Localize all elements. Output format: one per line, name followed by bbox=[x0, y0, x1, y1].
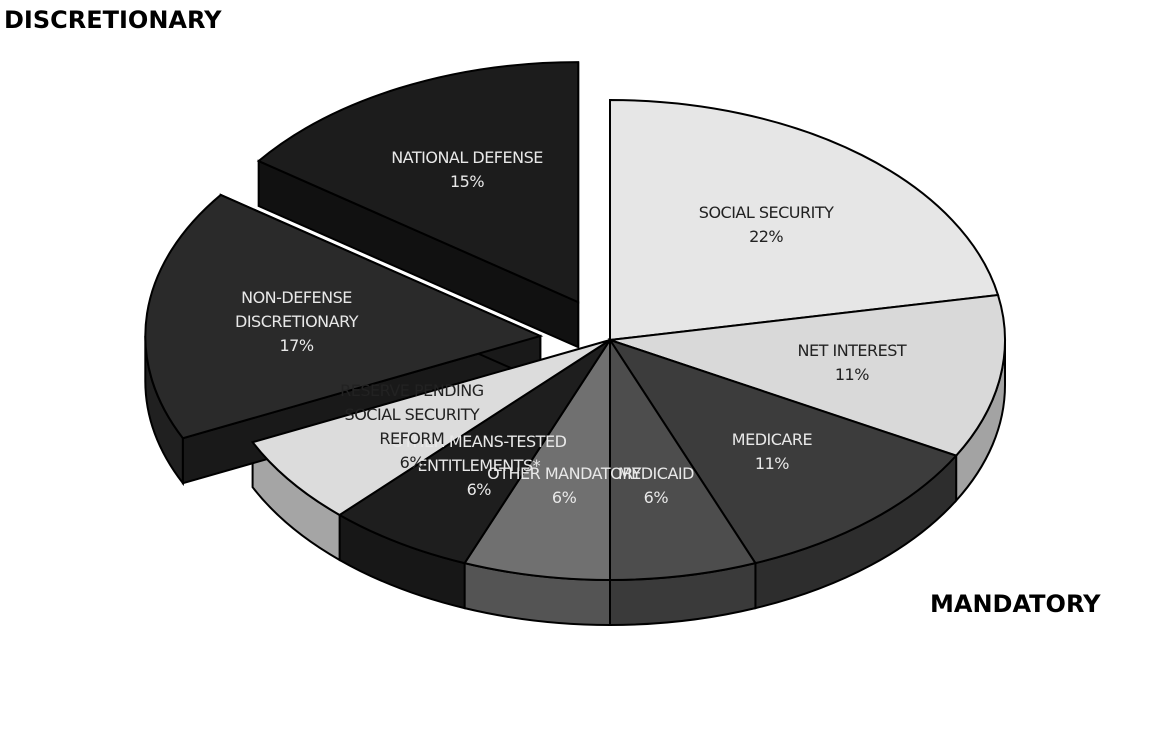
category-label: NET INTEREST bbox=[797, 341, 907, 361]
slice bbox=[462, 336, 611, 582]
value-label: 6% bbox=[399, 453, 425, 473]
slice-label: NATIONAL DEFENSE 15% bbox=[372, 146, 562, 194]
category-label: RESERVE PENDING SOCIAL SECURITY REFORM bbox=[340, 381, 484, 449]
slice bbox=[609, 336, 758, 582]
slice-label: MEDICARE 11% bbox=[677, 428, 867, 476]
value-label: 6% bbox=[466, 479, 492, 499]
slice-label: OTHER MEANS-TESTED ENTITLEMENTS* 6% bbox=[384, 430, 574, 502]
value-label: 15% bbox=[450, 171, 485, 191]
slice-label: NON-DEFENSE DISCRETIONARY 17% bbox=[201, 286, 391, 358]
slice-label: SOCIAL SECURITY 22% bbox=[671, 201, 861, 249]
group-label: DISCRETIONARY bbox=[4, 6, 222, 34]
value-label: 17% bbox=[279, 335, 314, 355]
value-label: 11% bbox=[754, 453, 790, 473]
value-label: 22% bbox=[749, 227, 784, 247]
category-label: MEDICAID bbox=[617, 464, 695, 484]
category-label: MEDICARE bbox=[731, 429, 813, 449]
category-label: NATIONAL DEFENSE bbox=[391, 147, 543, 167]
category-label: NON-DEFENSE DISCRETIONARY bbox=[235, 287, 358, 331]
category-label: SOCIAL SECURITY bbox=[698, 203, 834, 223]
group-label: MANDATORY bbox=[930, 590, 1101, 618]
slice bbox=[144, 193, 544, 440]
value-label: 11% bbox=[834, 365, 870, 385]
slice bbox=[609, 98, 1000, 342]
slice bbox=[607, 338, 958, 565]
slice-label: NET INTEREST 11% bbox=[757, 339, 947, 387]
category-label: OTHER MEANS-TESTED ENTITLEMENTS* bbox=[391, 431, 567, 475]
slice-label: OTHER MANDATORY 6% bbox=[469, 462, 659, 510]
value-label: 6% bbox=[551, 488, 577, 508]
slice-label: RESERVE PENDING SOCIAL SECURITY REFORM 6% bbox=[317, 379, 507, 475]
category-label: OTHER MANDATORY bbox=[487, 464, 642, 484]
slice bbox=[609, 293, 1006, 457]
slice bbox=[250, 339, 611, 517]
slice bbox=[256, 61, 580, 304]
slice-label: MEDICAID 6% bbox=[561, 462, 751, 510]
slice bbox=[337, 339, 611, 565]
value-label: 6% bbox=[643, 488, 669, 508]
